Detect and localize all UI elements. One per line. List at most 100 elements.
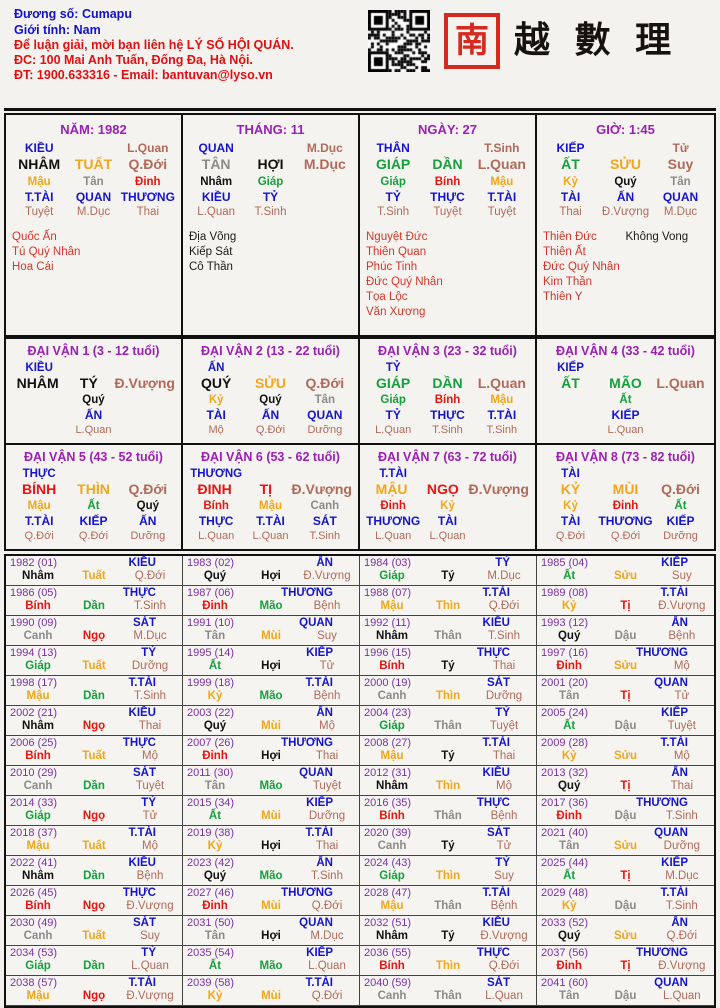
year-label: 1984 (03) — [364, 557, 412, 569]
major-luck-god-top-cell — [653, 467, 708, 482]
year-cell[interactable]: 2038 (57) T.TÀI Mậu Ngọ Đ.Vượng — [6, 976, 183, 1006]
year-cell[interactable]: 2019 (38) T.TÀI Kỷ Hợi Thai — [183, 826, 360, 856]
year-label: 2030 (49) — [10, 917, 58, 929]
year-cell[interactable]: 2006 (25) THỰC Bính Tuất Mộ — [6, 736, 183, 766]
year-cell-header: 2002 (21) KIỀU — [10, 707, 178, 720]
year-cell[interactable]: 2037 (56) THƯƠNG Đinh Tị Đ.Vượng — [537, 946, 714, 976]
year-cell[interactable]: 1985 (04) KIẾP Ất Sửu Suy — [537, 556, 714, 586]
year-cell-header: 2003 (22) ẤN — [187, 707, 355, 720]
year-god-label: THƯƠNG — [281, 587, 333, 599]
year-cell[interactable]: 1982 (01) KIỀU Nhâm Tuất Q.Đới — [6, 556, 183, 586]
year-cell[interactable]: 1986 (05) THỰC Bính Dần T.Sinh — [6, 586, 183, 616]
year-cell[interactable]: 2011 (30) QUAN Tân Mão Tuyệt — [183, 766, 360, 796]
year-branch: Tuất — [82, 930, 106, 942]
year-cell[interactable]: 2036 (55) THỰC Bính Thìn Q.Đới — [360, 946, 537, 976]
major-luck-stem-branch-cell: TỊ — [259, 481, 273, 497]
year-cell[interactable]: 1989 (08) T.TÀI Kỷ Tị Đ.Vượng — [537, 586, 714, 616]
qr-code-icon[interactable] — [368, 10, 430, 72]
year-cell-header: 2001 (20) QUAN — [541, 677, 710, 690]
year-cell[interactable]: 2033 (52) ẤN Quý Sửu Q.Đới — [537, 916, 714, 946]
year-cell[interactable]: 2005 (24) KIẾP Ất Dậu Tuyệt — [537, 706, 714, 736]
year-cell[interactable]: 1996 (15) THỰC Bính Tý Thai — [360, 646, 537, 676]
pillar-star-col-red: Thiên Đức Thiên Ất Đức Quý Nhân Kim Thần Thi… — [543, 230, 626, 305]
year-label: 2023 (42) — [187, 857, 235, 869]
year-cell[interactable]: 2002 (21) KIỀU Nhâm Ngọ Thai — [6, 706, 183, 736]
year-cell[interactable]: 2021 (40) QUAN Tân Sửu Dưỡng — [537, 826, 714, 856]
year-cell[interactable]: 2008 (27) T.TÀI Mậu Tý Thai — [360, 736, 537, 766]
major-luck-hidden-gods: THỰC T.TÀI SÁT — [189, 514, 352, 529]
year-cell[interactable]: 2004 (23) TỶ Giáp Thân Tuyệt — [360, 706, 537, 736]
year-god-label: TỶ — [141, 947, 156, 959]
year-cell[interactable]: 2015 (34) KIẾP Ất Mùi Dưỡng — [183, 796, 360, 826]
year-cell[interactable]: 2025 (44) KIẾP Ất Tị M.Dục — [537, 856, 714, 886]
major-luck-8[interactable]: ĐẠI VẬN 8 (73 - 82 tuổi) TÀI KỶ MÙI Q.Đới Kỷ Đ… — [537, 443, 714, 549]
year-cell[interactable]: 2016 (35) THỰC Bính Thân Bệnh — [360, 796, 537, 826]
major-luck-5[interactable]: ĐẠI VẬN 5 (43 - 52 tuổi) THỰC BÍNH THÌN Q.Đớ… — [6, 443, 183, 549]
year-stage: Q.Đới — [311, 900, 343, 912]
year-cell[interactable]: 2031 (50) QUAN Tân Hợi M.Dục — [183, 916, 360, 946]
year-cell[interactable]: 1990 (09) SÁT Canh Ngọ M.Dục — [6, 616, 183, 646]
major-luck-4[interactable]: ĐẠI VẬN 4 (33 - 42 tuổi) KIẾP ẤT MÃO L.Quan Ấ… — [537, 337, 714, 443]
year-cell[interactable]: 1994 (13) TỶ Giáp Tuất Dưỡng — [6, 646, 183, 676]
year-cell[interactable]: 1984 (03) TỶ Giáp Tý M.Dục — [360, 556, 537, 586]
year-cell[interactable]: 2035 (54) KIẾP Ất Mão L.Quan — [183, 946, 360, 976]
year-cell[interactable]: 2012 (31) KIỀU Nhâm Thìn Mộ — [360, 766, 537, 796]
year-cell[interactable]: 2013 (32) ẤN Quý Tị Thai — [537, 766, 714, 796]
year-cell[interactable]: 2034 (53) TỶ Giáp Dần L.Quan — [6, 946, 183, 976]
major-luck-3[interactable]: ĐẠI VẬN 3 (23 - 32 tuổi) TỶ GIÁP DẦN L.Quan G… — [360, 337, 537, 443]
year-cell[interactable]: 2026 (45) THỰC Bính Ngọ Đ.Vượng — [6, 886, 183, 916]
subject-name-value: Cumapu — [81, 7, 132, 21]
year-cell[interactable]: 2009 (28) T.TÀI Kỷ Sửu Mộ — [537, 736, 714, 766]
year-cell[interactable]: 1995 (14) KIẾP Ất Hợi Tử — [183, 646, 360, 676]
pillar-star-item: Địa Võng — [189, 231, 237, 243]
year-cell[interactable]: 1997 (16) THƯƠNG Đinh Sửu Mộ — [537, 646, 714, 676]
year-stage: Thai — [315, 840, 339, 852]
year-cell[interactable]: 2024 (43) TỶ Giáp Thìn Suy — [360, 856, 537, 886]
pillar-stem-branch-cell: M.Dục — [303, 156, 346, 172]
year-cell[interactable]: 1991 (10) QUAN Tân Mùi Suy — [183, 616, 360, 646]
pillar-god-top-cell: QUAN — [198, 141, 234, 155]
year-cell[interactable]: 2029 (48) T.TÀI Kỷ Dậu T.Sinh — [537, 886, 714, 916]
year-cell[interactable]: 1983 (02) ẤN Quý Hợi Đ.Vượng — [183, 556, 360, 586]
year-cell[interactable]: 2018 (37) T.TÀI Mậu Tuất Mộ — [6, 826, 183, 856]
major-luck-6[interactable]: ĐẠI VẬN 6 (53 - 62 tuổi) THƯƠNG ĐINH TỊ Đ.Vư… — [183, 443, 360, 549]
year-cell[interactable]: 1999 (18) T.TÀI Kỷ Mão Bệnh — [183, 676, 360, 706]
year-branch: Hợi — [261, 750, 281, 762]
year-cell[interactable]: 2028 (47) T.TÀI Mậu Thân Bệnh — [360, 886, 537, 916]
year-cell[interactable]: 1993 (12) ẤN Quý Dậu Bệnh — [537, 616, 714, 646]
major-luck-hidden-stems-cell: Ất — [619, 394, 632, 406]
year-cell[interactable]: 1987 (06) THƯƠNG Đinh Mão Bệnh — [183, 586, 360, 616]
year-cell[interactable]: 2000 (19) SÁT Canh Thìn Dưỡng — [360, 676, 537, 706]
year-cell[interactable]: 2023 (42) ẤN Quý Mão T.Sinh — [183, 856, 360, 886]
major-luck-hidden-gods-cell: THƯƠNG — [366, 514, 421, 528]
year-cell[interactable]: 2032 (51) KIỀU Nhâm Tý Đ.Vượng — [360, 916, 537, 946]
year-cell[interactable]: 2014 (33) TỶ Giáp Ngọ Tử — [6, 796, 183, 826]
pillar-stages: L.Quan T.Sinh — [189, 205, 352, 220]
year-cell[interactable]: 2030 (49) SÁT Canh Tuất Suy — [6, 916, 183, 946]
year-cell[interactable]: 2007 (26) THƯƠNG Đinh Hợi Thai — [183, 736, 360, 766]
year-cell[interactable]: 2022 (41) KIỀU Nhâm Dần Bệnh — [6, 856, 183, 886]
year-cell[interactable]: 2017 (36) THƯƠNG Đinh Dậu T.Sinh — [537, 796, 714, 826]
year-cell[interactable]: 1998 (17) T.TÀI Mậu Dần T.Sinh — [6, 676, 183, 706]
year-cell[interactable]: 2020 (39) SÁT Canh Tý Tử — [360, 826, 537, 856]
major-luck-1[interactable]: ĐẠI VẬN 1 (3 - 12 tuổi) KIỀU NHÂM TÝ Đ.Vượng… — [6, 337, 183, 443]
year-cell[interactable]: 1992 (11) KIỀU Nhâm Thân T.Sinh — [360, 616, 537, 646]
major-luck-7[interactable]: ĐẠI VẬN 7 (63 - 72 tuổi) T.TÀI MẬU NGỌ Đ.Vượ… — [360, 443, 537, 549]
year-cell[interactable]: 2001 (20) QUAN Tân Tị Tử — [537, 676, 714, 706]
year-cell-body: Bính Ngọ Đ.Vượng — [10, 900, 178, 913]
year-cell[interactable]: 2041 (60) QUAN Tân Dậu L.Quan — [537, 976, 714, 1006]
year-cell-header: 1998 (17) T.TÀI — [10, 677, 178, 690]
year-branch: Dần — [83, 960, 105, 972]
year-stage: Dưỡng — [663, 840, 700, 852]
year-cell[interactable]: 2010 (29) SÁT Canh Dần Tuyệt — [6, 766, 183, 796]
year-cell[interactable]: 2003 (22) ẤN Quý Mùi Mộ — [183, 706, 360, 736]
year-cell[interactable]: 2039 (58) T.TÀI Kỷ Mùi Q.Đới — [183, 976, 360, 1006]
year-cell[interactable]: 2027 (46) THƯƠNG Đinh Mùi Q.Đới — [183, 886, 360, 916]
year-label: 2029 (48) — [541, 887, 589, 899]
year-god-label: THƯƠNG — [636, 947, 688, 959]
major-luck-2[interactable]: ĐẠI VẬN 2 (13 - 22 tuổi) ẤN QUÝ SỬU Q.Đới Kỷ Q… — [183, 337, 360, 443]
major-luck-stages: L.Quan L.Quan — [366, 529, 529, 544]
major-luck-hidden-stems-cell: Mậu — [258, 500, 282, 512]
year-cell[interactable]: 1988 (07) T.TÀI Mậu Thìn Q.Đới — [360, 586, 537, 616]
year-cell[interactable]: 2040 (59) SÁT Canh Thân L.Quan — [360, 976, 537, 1006]
